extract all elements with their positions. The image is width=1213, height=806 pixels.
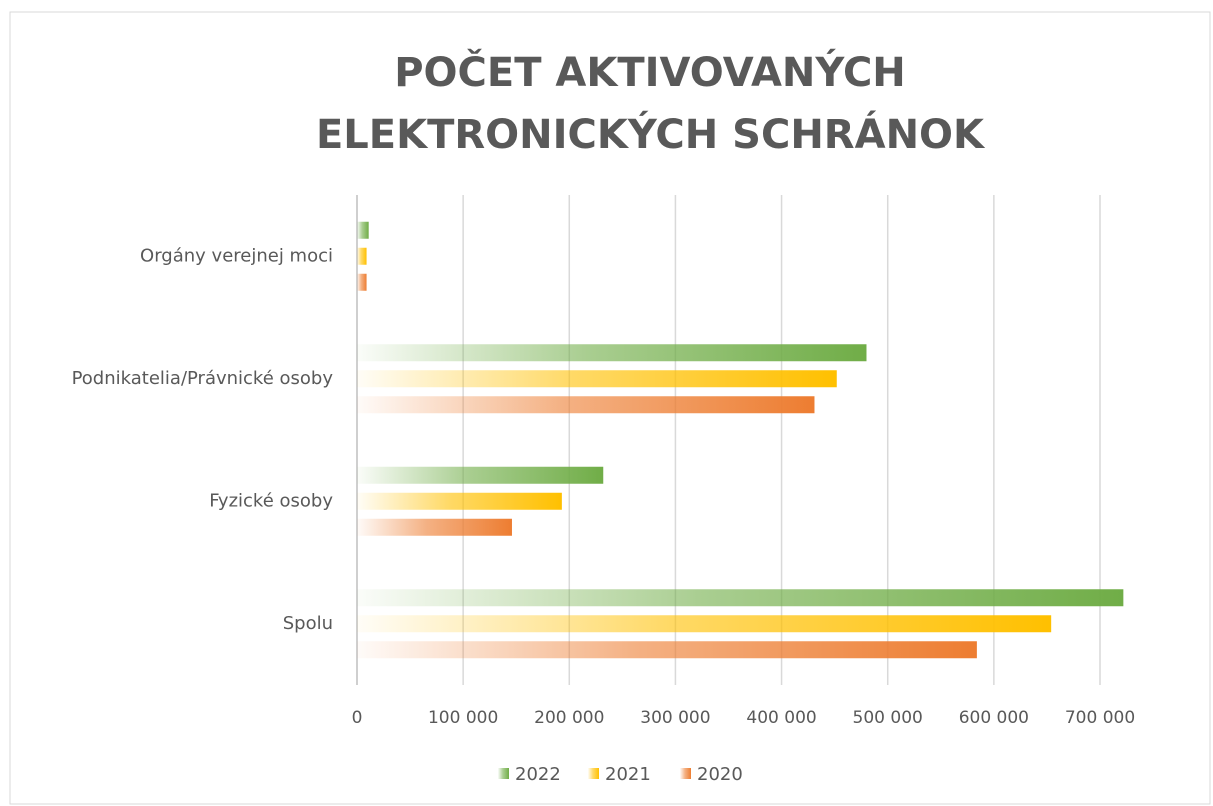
legend-label: 2022 <box>515 764 561 785</box>
y-tick-label: Fyzické osoby <box>209 490 333 511</box>
y-tick-label: Podnikatelia/Právnické osoby <box>72 368 334 389</box>
bar <box>357 344 867 362</box>
bar <box>357 221 369 239</box>
x-tick-label: 500 000 <box>853 708 923 728</box>
x-tick-label: 300 000 <box>640 708 710 728</box>
bar <box>357 466 604 484</box>
x-tick-label: 100 000 <box>428 708 498 728</box>
legend-swatch <box>588 768 599 779</box>
legend-swatch <box>498 768 509 779</box>
bar <box>357 615 1052 633</box>
bar <box>357 247 367 265</box>
y-tick-label: Spolu <box>283 613 333 634</box>
x-tick-label: 200 000 <box>534 708 604 728</box>
x-tick-label: 0 <box>352 708 363 728</box>
y-tick-label: Orgány verejnej moci <box>140 245 333 266</box>
bar <box>357 396 815 414</box>
legend-label: 2021 <box>605 764 651 785</box>
bar <box>357 518 512 536</box>
bar <box>357 641 977 659</box>
legend-label: 2020 <box>697 764 743 785</box>
bar <box>357 589 1124 607</box>
bar <box>357 492 562 510</box>
x-tick-label: 600 000 <box>959 708 1029 728</box>
bar <box>357 273 367 291</box>
legend-swatch <box>680 768 691 779</box>
x-tick-label: 700 000 <box>1065 708 1135 728</box>
chart-title: POČET AKTIVOVANÝCH ELEKTRONICKÝCH SCHRÁN… <box>315 50 985 158</box>
x-tick-label: 400 000 <box>746 708 816 728</box>
bar <box>357 370 837 388</box>
